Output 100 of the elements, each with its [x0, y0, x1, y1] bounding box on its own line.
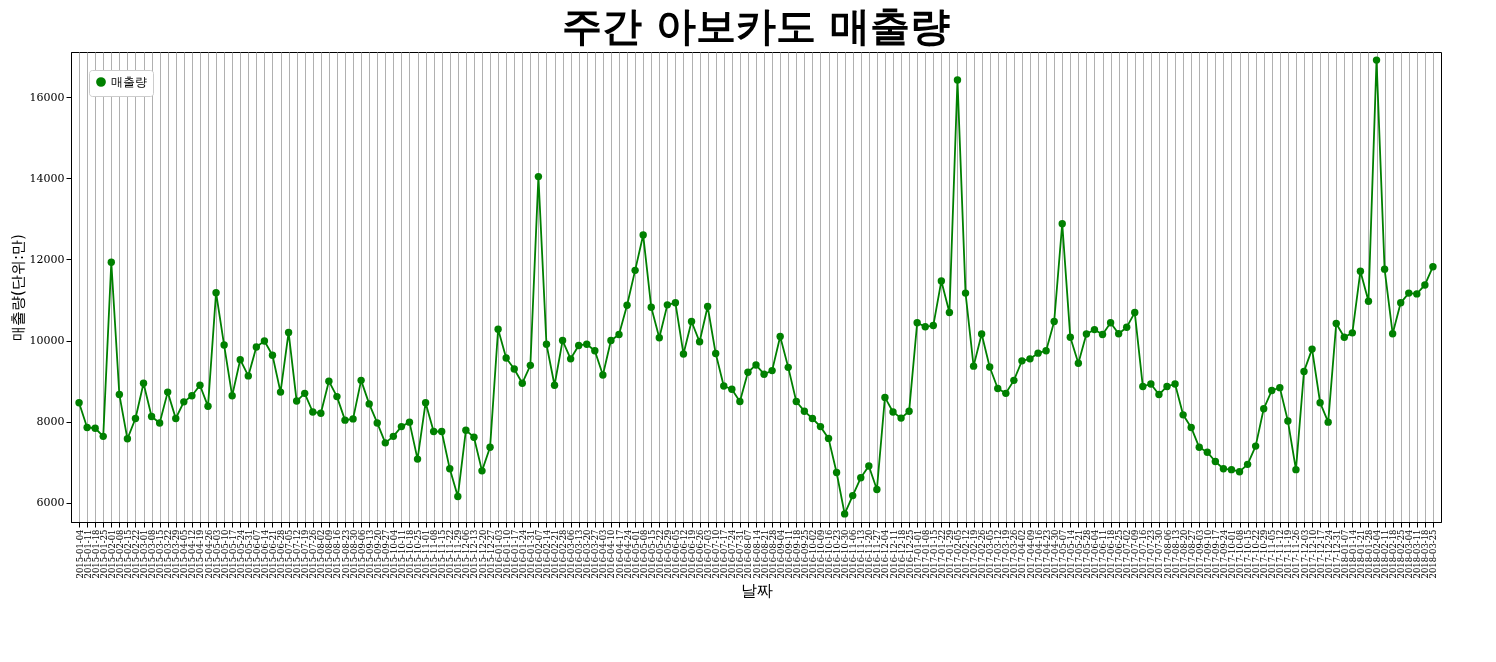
x-tick-label: 2015-02-08	[114, 529, 125, 579]
x-tick-label: 2016-08-14	[751, 529, 762, 579]
x-tick-label: 2015-02-15	[122, 529, 133, 579]
x-tick-label: 2018-02-11	[1380, 529, 1391, 579]
x-tick-label: 2017-07-30	[1154, 529, 1165, 579]
x-tick-label: 2017-06-25	[1114, 529, 1125, 579]
x-tick-label: 2017-10-08	[1235, 529, 1246, 579]
x-tick-label: 2016-11-27	[872, 529, 883, 579]
x-tick-label: 2016-12-11	[888, 529, 899, 579]
x-tick-label: 2016-09-18	[791, 529, 802, 579]
x-tick-label: 2015-09-06	[356, 529, 367, 579]
x-tick-label: 2017-04-09	[1025, 529, 1036, 579]
x-tick-label: 2017-07-09	[1130, 529, 1141, 579]
x-tick-label: 2015-07-19	[300, 529, 311, 579]
x-tick-label: 2015-05-10	[219, 529, 230, 579]
x-tick-label: 2015-06-14	[259, 529, 270, 579]
x-tick-label: 2016-12-04	[880, 529, 891, 579]
x-tick-label: 2015-03-29	[171, 529, 182, 579]
y-tick-label: 14000	[29, 171, 65, 185]
x-tick-label: 2016-10-16	[824, 529, 835, 579]
x-tick-label: 2015-07-26	[308, 529, 319, 579]
x-tick-label: 2017-03-26	[1009, 529, 1020, 579]
x-tick-label: 2016-03-20	[582, 529, 593, 579]
x-tick-label: 2015-06-21	[267, 529, 278, 579]
x-tick-label: 2015-02-01	[106, 529, 117, 579]
x-tick-label: 2017-09-17	[1210, 529, 1221, 579]
x-tick-label: 2017-10-22	[1251, 529, 1262, 579]
x-tick-label: 2017-06-11	[1098, 529, 1109, 579]
x-tick-label: 2016-09-04	[775, 529, 786, 579]
x-tick-label: 2015-11-08	[429, 529, 440, 579]
x-tick-label: 2016-03-27	[590, 529, 601, 579]
x-tick-label: 2017-10-29	[1259, 529, 1270, 579]
x-tick-label: 2017-01-22	[936, 529, 947, 579]
x-tick-label: 2016-05-15	[646, 529, 657, 579]
x-tick-label: 2016-01-10	[501, 529, 512, 579]
x-tick-label: 2017-08-20	[1178, 529, 1189, 579]
x-tick-label: 2015-01-11	[82, 529, 93, 579]
x-tick-label: 2017-05-07	[1057, 529, 1068, 579]
x-tick-label: 2016-05-29	[662, 529, 673, 579]
x-tick-label: 2017-07-02	[1122, 529, 1133, 579]
x-tick-label: 2016-12-25	[904, 529, 915, 579]
x-tick-label: 2015-04-26	[203, 529, 214, 579]
x-tick-label: 2016-01-17	[509, 529, 520, 579]
x-tick-label: 2017-08-27	[1186, 529, 1197, 579]
x-tick-label: 2016-04-10	[606, 529, 617, 579]
x-tick-label: 2018-03-25	[1428, 529, 1439, 579]
x-tick-label: 2016-02-07	[533, 529, 544, 579]
x-tick-label: 2015-10-04	[388, 529, 399, 579]
x-tick-label: 2015-12-06	[461, 529, 472, 579]
x-tick-label: 2017-08-06	[1162, 529, 1173, 579]
x-tick-label: 2015-03-22	[163, 529, 174, 579]
x-tick-label: 2017-11-12	[1275, 529, 1286, 579]
x-tick-label: 2016-11-20	[864, 529, 875, 579]
x-tick-label: 2015-05-17	[227, 529, 238, 579]
y-tick-label: 10000	[29, 334, 65, 348]
x-tick-label: 2015-08-02	[316, 529, 327, 579]
x-tick-label: 2017-10-15	[1243, 529, 1254, 579]
x-tick-label: 2016-03-13	[574, 529, 585, 579]
x-tick-label: 2016-01-31	[525, 529, 536, 579]
x-tick-label: 2017-07-16	[1138, 529, 1149, 579]
x-tick-label: 2017-02-19	[969, 529, 980, 579]
x-tick-label: 2015-11-22	[445, 529, 456, 579]
x-tick-label: 2017-09-03	[1194, 529, 1205, 579]
x-tick-label: 2015-04-12	[187, 529, 198, 579]
x-tick-label: 2015-08-30	[348, 529, 359, 579]
x-tick-label: 2015-09-13	[364, 529, 375, 579]
x-tick-label: 2016-03-06	[566, 529, 577, 579]
x-tick-label: 2017-06-04	[1089, 529, 1100, 579]
x-tick-label: 2016-07-31	[735, 529, 746, 579]
x-tick-label: 2015-03-08	[147, 529, 158, 579]
x-tick-label: 2017-03-05	[985, 529, 996, 579]
x-tick-label: 2017-12-17	[1315, 529, 1326, 579]
x-tick-label: 2015-12-20	[477, 529, 488, 579]
x-tick-label: 2015-12-27	[485, 529, 496, 579]
x-tick-label: 2017-02-05	[952, 529, 963, 579]
x-tick-label: 2016-04-03	[598, 529, 609, 579]
x-tick-label: 2016-08-07	[743, 529, 754, 579]
x-tick-label: 2017-11-26	[1291, 529, 1302, 579]
y-tick-label: 12000	[29, 252, 65, 266]
x-tick-label: 2015-08-16	[332, 529, 343, 579]
x-tick-label: 2018-02-04	[1372, 529, 1383, 579]
y-tick-label: 16000	[29, 90, 65, 104]
x-tick-label: 2017-02-26	[977, 529, 988, 579]
x-tick-label: 2017-12-31	[1331, 529, 1342, 579]
x-tick-label: 2015-08-09	[324, 529, 335, 579]
x-tick-label: 2017-04-23	[1041, 529, 1052, 579]
x-tick-label: 2015-10-25	[413, 529, 424, 579]
x-tick-label: 2015-01-04	[74, 529, 85, 579]
x-tick-label: 2015-06-07	[251, 529, 262, 579]
x-tick-label: 2015-05-03	[211, 529, 222, 579]
x-tick-label: 2016-05-22	[654, 529, 665, 579]
x-tick-label: 2017-04-30	[1049, 529, 1060, 579]
x-tick-label: 2015-05-31	[243, 529, 254, 579]
x-tick-label: 2015-01-18	[90, 529, 101, 579]
x-tick-label: 2018-02-25	[1396, 529, 1407, 579]
x-tick-label: 2017-05-14	[1065, 529, 1076, 579]
x-tick-label: 2015-09-27	[380, 529, 391, 579]
x-tick-label: 2016-02-14	[541, 529, 552, 579]
x-tick-label: 2017-03-12	[993, 529, 1004, 579]
x-tick-label: 2016-06-12	[678, 529, 689, 579]
